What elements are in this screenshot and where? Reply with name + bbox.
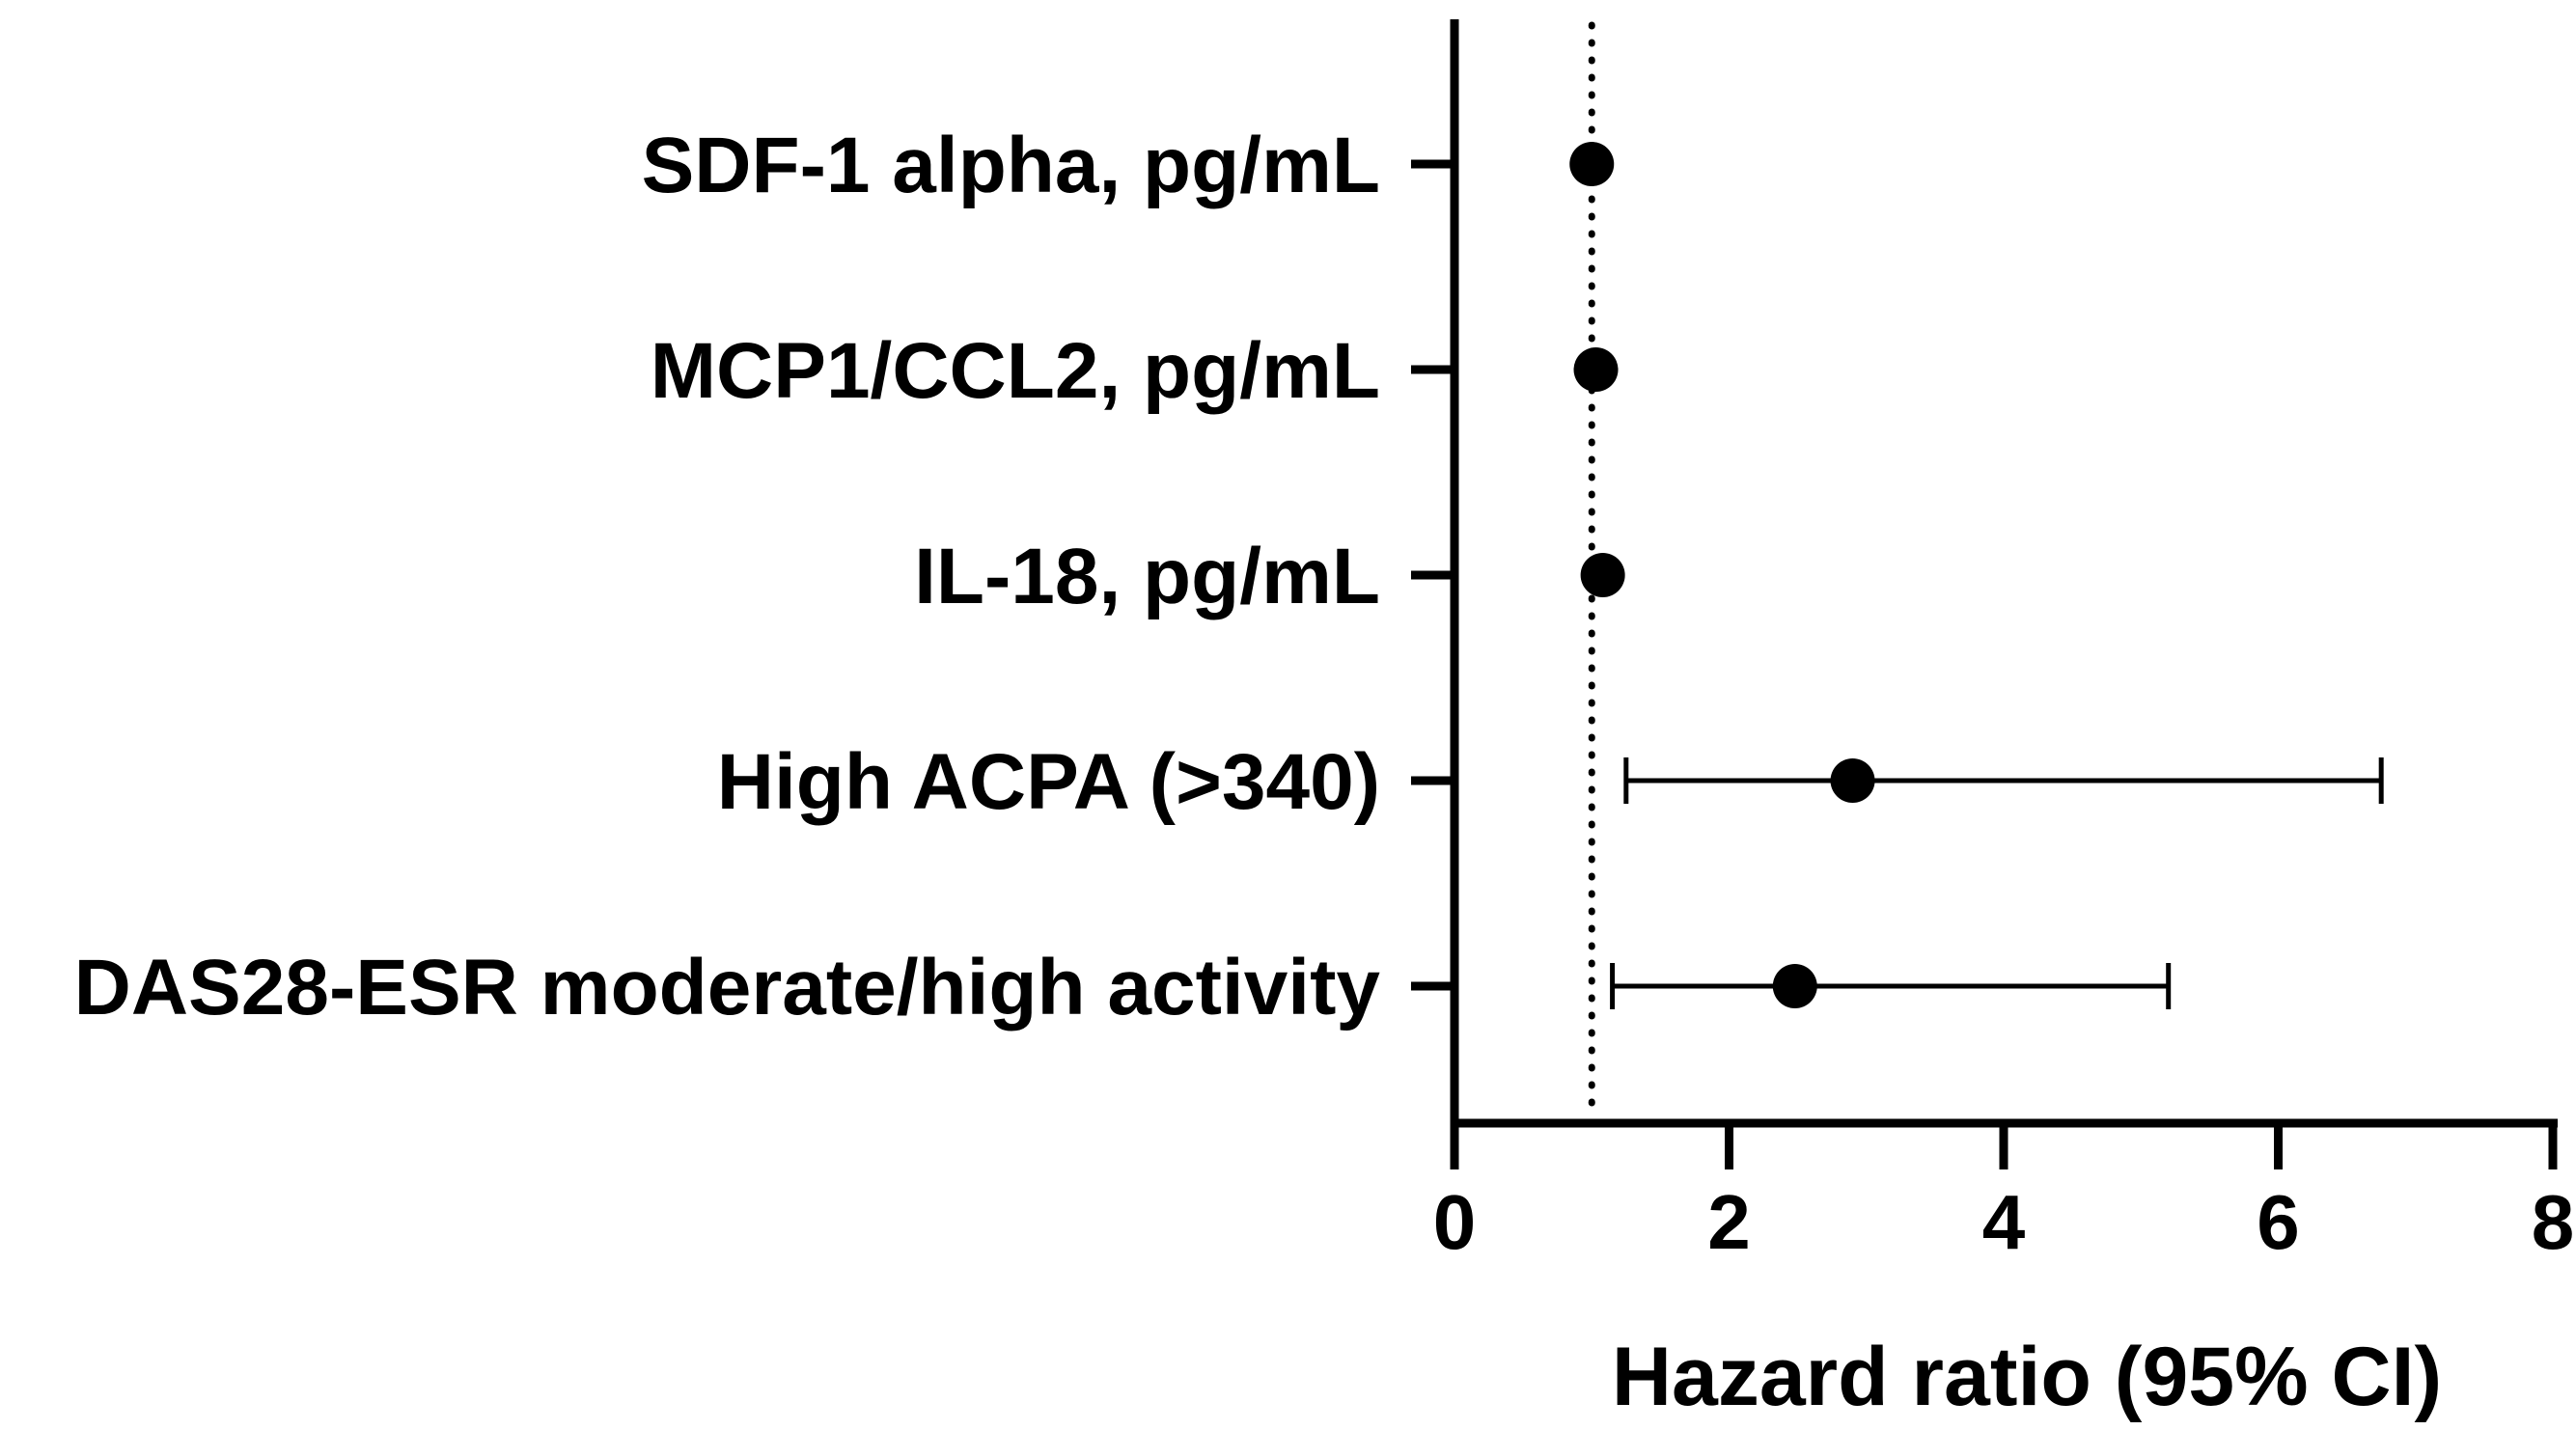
forest-row: SDF-1 alpha, pg/mL	[642, 122, 1615, 209]
row-label: MCP1/CCL2, pg/mL	[651, 327, 1380, 415]
x-tick-label: 2	[1707, 1179, 1751, 1265]
hr-point	[1573, 347, 1619, 392]
rows: SDF-1 alpha, pg/mL MCP1/CCL2, pg/mL IL-18,…	[74, 122, 2384, 1031]
row-label: SDF-1 alpha, pg/mL	[642, 122, 1380, 209]
hr-point	[1569, 142, 1615, 186]
x-ticks: 0 2 4 6 8	[1433, 1123, 2575, 1265]
hr-point	[1580, 553, 1625, 597]
x-tick-label: 4	[1982, 1179, 2026, 1265]
x-tick-label: 6	[2257, 1179, 2300, 1265]
hr-point	[1830, 758, 1875, 803]
x-axis-title: Hazard ratio (95% CI)	[1612, 1331, 2442, 1423]
x-tick-label: 8	[2532, 1179, 2575, 1265]
row-label: IL-18, pg/mL	[914, 533, 1380, 620]
x-tick-label: 0	[1433, 1179, 1477, 1265]
hr-point	[1772, 964, 1817, 1008]
row-label: High ACPA (>340)	[717, 738, 1380, 826]
forest-row: High ACPA (>340)	[717, 738, 2384, 826]
forest-row: IL-18, pg/mL	[914, 533, 1625, 620]
row-label: DAS28-ESR moderate/high activity	[74, 944, 1381, 1031]
forest-row: DAS28-ESR moderate/high activity	[74, 944, 2172, 1031]
forest-row: MCP1/CCL2, pg/mL	[651, 327, 1619, 415]
